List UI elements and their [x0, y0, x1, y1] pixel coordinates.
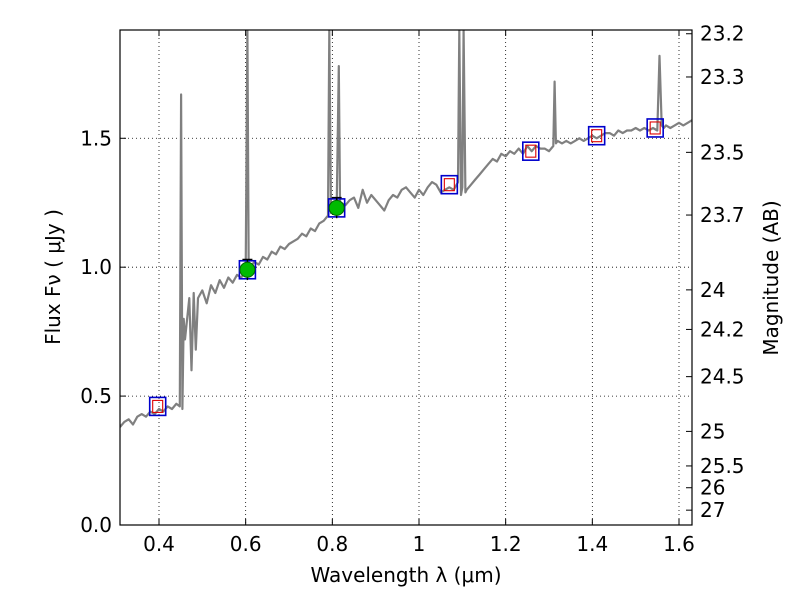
magnitude-tick-label: 25.5: [700, 454, 745, 478]
x-tick-label: 0.4: [143, 532, 175, 556]
magnitude-axis-label: Magnitude (AB): [759, 200, 783, 355]
model-photometry-point: [521, 141, 540, 161]
observed-limit-point: [152, 399, 164, 413]
plot-frame: [119, 29, 693, 526]
model-photometry-point: [587, 125, 606, 146]
x-tick-label: 1.2: [490, 532, 522, 556]
photometry-layer: [148, 118, 664, 417]
x-tick-label: 1: [413, 532, 426, 556]
magnitude-tick-label: 23.2: [700, 22, 745, 46]
spectrum-line: [120, 30, 692, 428]
y-tick-label: 1.5: [80, 126, 112, 150]
magnitude-tick-label: 24.5: [700, 365, 745, 389]
y-axis: 0.0 0.5 1.0 1.5: [80, 126, 126, 537]
x-axis-label: Wavelength λ (μm): [310, 563, 501, 587]
magnitude-tick-label: 23.7: [700, 203, 745, 227]
y-axis-label: Flux Fν ( μJy ): [41, 209, 65, 345]
magnitude-tick-label: 26: [700, 476, 725, 500]
observed-limit-point: [525, 144, 537, 158]
magnitude-tick-label: 24: [700, 278, 725, 302]
observed-limit-point: [649, 121, 661, 135]
y-tick-label: 0.0: [80, 513, 112, 537]
model-photometry-point: [148, 396, 167, 417]
y-tick-label: 0.5: [80, 384, 112, 408]
x-tick-label: 1.4: [576, 532, 608, 556]
magnitude-tick-label: 23.3: [700, 65, 745, 89]
spectrum-layer: [120, 30, 692, 428]
model-photometry-point: [440, 174, 459, 195]
observed-limit-point: [591, 129, 603, 143]
magnitude-tick-label: 24.2: [700, 317, 745, 341]
x-tick-label: 1.6: [663, 532, 695, 556]
magnitude-tick-label: 23.5: [700, 140, 745, 164]
observed-limit-point: [443, 178, 455, 192]
x-axis: 0.4 0.6 0.8 1 1.2 1.4 1.6: [143, 30, 695, 556]
y-tick-label: 1.0: [80, 255, 112, 279]
grid: [120, 30, 692, 525]
observed-photometry-point: [239, 261, 256, 278]
magnitude-tick-label: 25: [700, 419, 725, 443]
x-tick-label: 0.6: [230, 532, 262, 556]
model-photometry-point: [646, 118, 664, 138]
x-tick-label: 0.8: [316, 532, 348, 556]
observed-photometry-point: [328, 199, 345, 216]
magnitude-tick-label: 27: [700, 498, 725, 522]
